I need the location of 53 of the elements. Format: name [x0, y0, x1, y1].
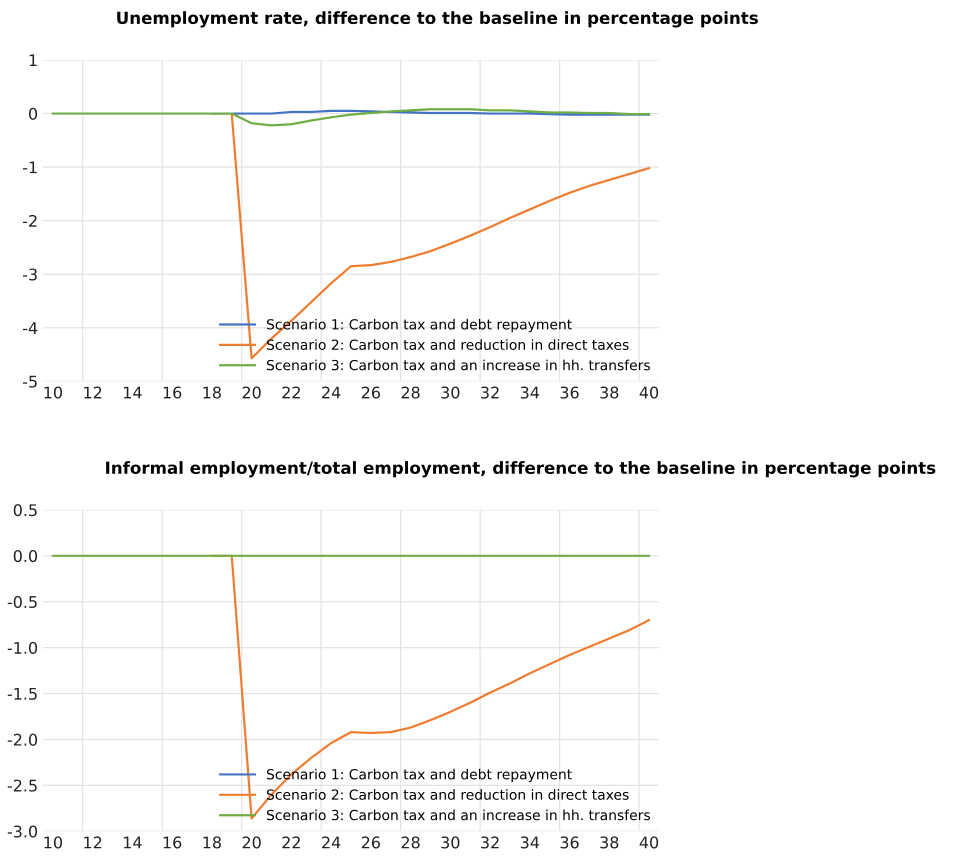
x-tick-label: 34 — [520, 836, 540, 849]
y-tick-label: -0.5 — [8, 596, 37, 608]
x-tick-label: 34 — [520, 386, 540, 399]
x-tick-label: 36 — [560, 836, 579, 849]
x-tick-label: 16 — [164, 836, 182, 849]
y-tick-label: -3.0 — [8, 826, 38, 838]
x-tick-label: 24 — [322, 836, 340, 848]
x-tick-label: 28 — [402, 836, 420, 849]
x-tick-label: 26 — [362, 836, 380, 849]
y-tick-label: -1.0 — [8, 642, 38, 654]
chart-title: Informal employment/total employment, difference to the baseline in percentage points — [106, 461, 936, 478]
y-tick-label: -1 — [22, 162, 37, 174]
x-tick-label: 22 — [282, 836, 300, 848]
x-tick-label: 24 — [322, 386, 340, 398]
y-tick-label: -2.5 — [8, 780, 37, 792]
x-tick-label: 38 — [600, 386, 618, 399]
y-tick-label: -2.0 — [8, 734, 38, 746]
y-tick-label: 0 — [29, 108, 38, 120]
x-tick-label: 28 — [402, 386, 420, 399]
y-tick-label: 0.5 — [14, 504, 37, 516]
x-tick-label: 30 — [441, 386, 460, 399]
x-tick-label: 36 — [560, 386, 579, 399]
x-tick-label: 20 — [242, 836, 261, 849]
x-tick-label: 12 — [84, 386, 102, 398]
legend-label: Scenario 2: Carbon tax and reduction in direct taxes — [266, 339, 629, 350]
y-tick-label: -5 — [22, 376, 37, 388]
chart-title: Unemployment rate, difference to the baseline in percentage points — [117, 11, 758, 28]
legend-label: Scenario 3: Carbon tax and an increase in hh. transfers — [266, 810, 650, 820]
line-series — [52, 108, 650, 126]
x-tick-label: 20 — [242, 386, 261, 399]
x-tick-label: 16 — [164, 386, 182, 399]
legend-label: Scenario 3: Carbon tax and an increase in hh. transfers — [266, 360, 650, 370]
y-tick-label: -2 — [22, 214, 37, 227]
y-tick-label: 1 — [30, 54, 37, 66]
x-tick-label: 10 — [44, 836, 62, 849]
x-tick-label: 26 — [362, 386, 380, 399]
y-tick-label: -3 — [22, 268, 37, 281]
x-tick-label: 10 — [44, 386, 62, 399]
x-tick-label: 18 — [203, 386, 221, 399]
x-tick-label: 22 — [282, 386, 300, 398]
x-tick-label: 40 — [640, 386, 658, 399]
x-tick-label: 38 — [600, 836, 618, 849]
x-tick-label: 14 — [124, 836, 142, 848]
x-tick-label: 14 — [124, 386, 142, 398]
x-tick-label: 30 — [441, 836, 460, 849]
y-tick-label: 0.0 — [14, 550, 38, 562]
x-tick-label: 32 — [481, 386, 499, 399]
x-tick-label: 12 — [84, 836, 102, 848]
x-tick-label: 40 — [640, 836, 658, 849]
y-tick-label: -1.5 — [8, 688, 37, 700]
x-tick-label: 18 — [203, 836, 221, 849]
x-tick-label: 32 — [481, 836, 499, 849]
y-tick-label: -4 — [22, 322, 38, 334]
